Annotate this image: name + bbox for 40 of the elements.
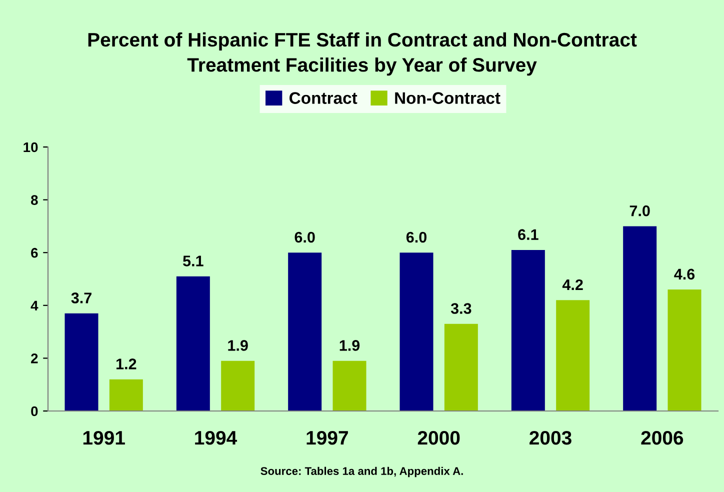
bar: [64, 313, 98, 411]
bar: [288, 252, 322, 411]
bar: [400, 252, 434, 411]
data-label: 6.0: [406, 232, 426, 243]
bar: [556, 300, 590, 411]
data-label: 6.0: [294, 232, 315, 243]
y-tick-label: 0: [31, 406, 38, 416]
legend-label: Contract: [290, 92, 358, 104]
data-label: 3.3: [450, 303, 472, 314]
data-label: 7.0: [630, 205, 650, 216]
x-tick-label: 1991: [83, 430, 125, 445]
x-tick-label: 1994: [195, 430, 238, 445]
bar: [176, 276, 210, 411]
y-tick-label: 8: [30, 195, 38, 205]
chart-title: Percent of Hispanic FTE Staff in Contract and Non-Contract Treatment Facilities by Year of Survey: [88, 32, 637, 76]
data-label: 1.2: [116, 358, 136, 370]
x-tick-label: 2003: [530, 430, 572, 445]
x-tick-label: 2006: [641, 430, 684, 445]
data-label: 4.2: [562, 279, 583, 290]
bar: [332, 360, 366, 411]
bar: [221, 360, 255, 411]
bar: [511, 250, 545, 411]
x-tick-label: 2000: [418, 430, 460, 445]
y-tick-label: 10: [24, 142, 38, 152]
data-label: 1.9: [228, 340, 248, 351]
bar: [623, 226, 657, 411]
bar: [109, 379, 143, 411]
y-tick-label: 6: [31, 248, 38, 258]
x-tick-label: 1997: [306, 430, 348, 445]
bar: [668, 290, 702, 411]
source-note: Source: Tables 1a and 1b, Appendix A.: [260, 466, 463, 478]
bar: [444, 324, 478, 411]
data-label: 3.7: [71, 292, 92, 304]
data-label: 5.1: [183, 256, 204, 266]
data-label: 6.1: [518, 229, 538, 240]
y-tick-label: 2: [31, 354, 38, 364]
data-label: 1.9: [340, 340, 360, 351]
legend-label: Non-Contract: [395, 92, 500, 104]
y-tick-label: 4: [30, 300, 38, 310]
data-label: 4.6: [674, 268, 695, 280]
